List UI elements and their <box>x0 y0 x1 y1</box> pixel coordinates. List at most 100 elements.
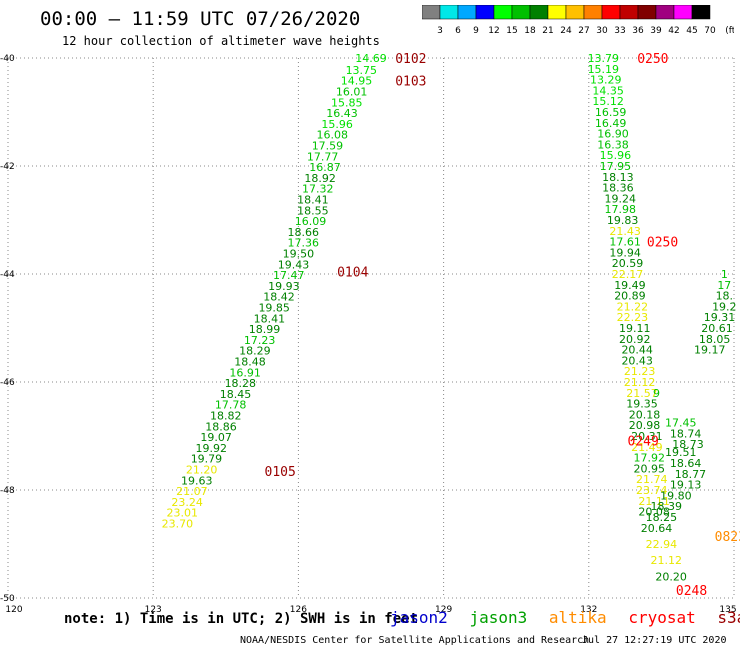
swh-value-s3a: 23.01 <box>166 507 198 520</box>
swh-value-s3a: 21.07 <box>176 485 208 498</box>
pass-time-label: 0102 <box>395 52 426 67</box>
swh-value-jason3: 9 <box>653 387 660 400</box>
swh-value-s3a: 18.66 <box>287 226 319 239</box>
scale-label: 15 <box>506 26 517 36</box>
scale-label: 70 <box>704 26 716 36</box>
swh-value-cryosat: 21.49 <box>631 441 663 454</box>
swh-value-s3a: 17.59 <box>312 139 344 152</box>
swh-value-s3a: 14.95 <box>341 75 373 88</box>
swh-value-s3a: 17.36 <box>287 237 319 250</box>
swh-value-cryosat: 22.17 <box>612 268 644 281</box>
swh-value-cryosat: 20.31 <box>631 430 663 443</box>
swh-value-s3a: 16.08 <box>317 129 349 142</box>
scale-label: (ft) <box>725 26 734 36</box>
swh-value-cryosat: 18.13 <box>602 171 634 184</box>
swh-value-cryosat: 15.19 <box>588 63 620 76</box>
y-tick-label: -48 <box>0 486 15 496</box>
swh-value-cryosat: 20.43 <box>621 354 653 367</box>
swh-value-jason3: 18.05 <box>699 333 731 346</box>
x-tick-label: 123 <box>145 605 162 615</box>
swh-value-s3a: 16.09 <box>295 215 327 228</box>
swh-value-s3a: 19.92 <box>196 442 228 455</box>
swh-value-cryosat: 14.35 <box>592 84 624 97</box>
swh-value-s3a: 19.79 <box>191 453 223 466</box>
swh-value-s3a: 19.43 <box>278 258 310 271</box>
swh-value-s3a: 18.28 <box>225 377 257 390</box>
scale-label: 3 <box>437 26 443 36</box>
swh-value-jason3: 20.64 <box>641 522 673 535</box>
swh-value-jason3: 22.94 <box>646 538 678 551</box>
swh-value-cryosat: 19.83 <box>607 214 639 227</box>
swh-value-cryosat: 20.95 <box>634 462 666 475</box>
swh-value-s3a: 19.63 <box>181 474 213 487</box>
swh-value-s3a: 19.93 <box>268 280 300 293</box>
footer-credit: NOAA/NESDIS Center for Satellite Applica… <box>240 635 590 646</box>
swh-value-cryosat: 15.12 <box>592 95 624 108</box>
scale-label: 27 <box>578 26 589 36</box>
swh-value-s3a: 15.96 <box>321 118 353 131</box>
chart-subtitle: 12 hour collection of altimeter wave hei… <box>62 34 380 48</box>
x-tick-label: 132 <box>580 605 597 615</box>
swh-value-jason3: 18. <box>716 290 734 303</box>
swh-value-s3a: 16.43 <box>326 107 358 120</box>
swh-value-jason3: 20.20 <box>655 570 687 583</box>
swh-value-s3a: 17.32 <box>302 183 334 196</box>
scale-label: 36 <box>632 26 644 36</box>
swh-value-s3a: 18.92 <box>304 172 336 185</box>
y-tick-label: -42 <box>0 162 15 172</box>
swh-value-cryosat: 21.43 <box>609 225 641 238</box>
swh-value-jason3: 18.39 <box>650 500 682 513</box>
x-tick-label: 135 <box>719 605 736 615</box>
swh-value-s3a: 16.01 <box>336 85 368 98</box>
pass-time-label: 0103 <box>395 75 426 90</box>
swh-value-s3a: 19.50 <box>283 247 315 260</box>
chart-title: 00:00 – 11:59 UTC 07/26/2020 <box>40 8 361 30</box>
x-tick-label: 120 <box>5 605 22 615</box>
swh-value-jason3: 18.74 <box>670 427 702 440</box>
swh-value-s3a: 18.42 <box>263 291 295 304</box>
scale-label: 39 <box>650 26 662 36</box>
swh-value-cryosat: 20.18 <box>629 408 661 421</box>
swh-value-s3a: 16.91 <box>229 366 261 379</box>
swh-value-jason3: 19.13 <box>670 479 702 492</box>
swh-value-jason3: 20.61 <box>701 322 733 335</box>
scale-label: 18 <box>524 26 536 36</box>
pass-time-label: 0250 <box>637 52 668 67</box>
swh-value-cryosat: 21.11 <box>638 495 670 508</box>
scale-label: 21 <box>542 26 553 36</box>
swh-value-cryosat: 13.29 <box>590 74 622 87</box>
swh-value-cryosat: 17.92 <box>634 452 666 465</box>
swh-value-jason3: 17 <box>717 279 731 292</box>
swh-value-cryosat: 20.89 <box>614 290 646 303</box>
swh-value-cryosat: 16.38 <box>597 138 629 151</box>
swh-value-s3a: 19.85 <box>258 301 290 314</box>
swh-value-cryosat: 21.23 <box>624 365 656 378</box>
note-text: note: 1) Time is in UTC; 2) SWH is in fe… <box>64 611 419 627</box>
swh-value-s3a: 23.24 <box>171 496 203 509</box>
legend-jason3: jason3 <box>469 608 528 627</box>
scale-label: 30 <box>596 26 608 36</box>
swh-value-s3a: 18.45 <box>220 388 252 401</box>
swh-value-jason3: 17.45 <box>665 417 697 430</box>
swh-value-s3a: 18.82 <box>210 409 242 422</box>
pass-time-label: 0248 <box>676 584 707 599</box>
footer-timestamp: Jul 27 12:27:19 UTC 2020 <box>582 635 727 646</box>
scale-label: 9 <box>473 26 479 36</box>
swh-value-cryosat: 23.74 <box>636 484 668 497</box>
swh-value-cryosat: 18.36 <box>602 182 634 195</box>
swh-value-cryosat: 19.11 <box>619 322 651 335</box>
swh-value-cryosat: 19.49 <box>614 279 646 292</box>
swh-value-cryosat: 17.98 <box>605 203 637 216</box>
swh-value-cryosat: 20.98 <box>629 419 661 432</box>
swh-value-cryosat: 19.94 <box>609 246 641 259</box>
swh-value-s3a: 17.23 <box>244 334 276 347</box>
swh-value-jason3: 19.80 <box>660 489 692 502</box>
swh-value-s3a: 17.77 <box>307 150 339 163</box>
scale-label: 42 <box>668 26 679 36</box>
x-tick-label: 126 <box>290 605 307 615</box>
y-tick-label: -40 <box>0 54 15 64</box>
swh-value-jason3: 1 <box>721 268 728 281</box>
x-tick-label: 129 <box>435 605 452 615</box>
swh-value-s3a: 18.41 <box>297 193 329 206</box>
